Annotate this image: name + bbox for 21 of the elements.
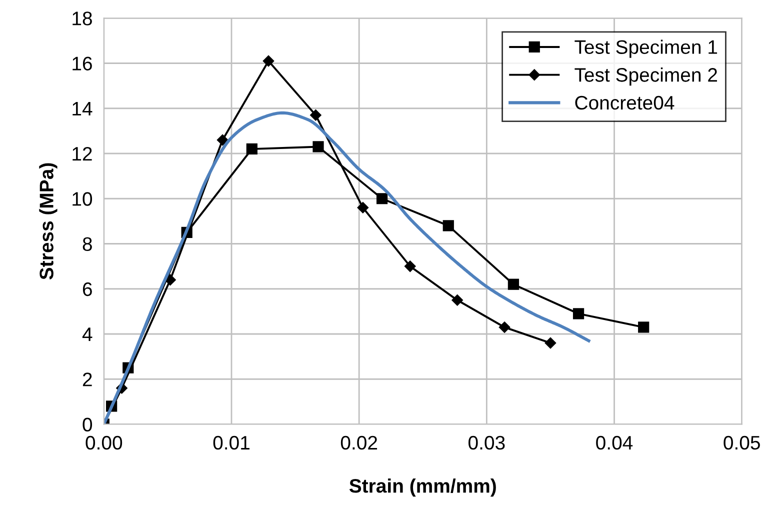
legend-label: Test Specimen 1 xyxy=(574,40,718,58)
y-tick-label: 8 xyxy=(82,237,92,251)
x-tick-label: 0.00 xyxy=(86,436,122,450)
legend-label: Test Specimen 2 xyxy=(574,68,717,86)
x-tick-label: 0.04 xyxy=(596,436,633,450)
y-tick-label: 6 xyxy=(82,282,92,296)
y-axis-title: Stress (MPa) xyxy=(39,163,58,280)
x-tick-label: 0.01 xyxy=(213,436,250,450)
x-axis-title: Strain (mm/mm) xyxy=(349,478,496,497)
legend-label: Concrete04 xyxy=(575,96,674,110)
y-tick-label: 10 xyxy=(72,192,92,206)
y-tick-label: 12 xyxy=(72,146,92,161)
x-tick-label: 0.03 xyxy=(468,436,505,450)
y-tick-label: 14 xyxy=(72,102,92,116)
y-tick-label: 0 xyxy=(82,418,92,432)
y-tick-label: 18 xyxy=(72,12,92,26)
y-tick-label: 2 xyxy=(82,372,92,386)
y-tick-label: 16 xyxy=(72,56,92,70)
x-tick-label: 0.05 xyxy=(724,436,760,450)
x-tick-label: 0.02 xyxy=(340,436,378,450)
y-tick-label: 4 xyxy=(82,328,92,342)
